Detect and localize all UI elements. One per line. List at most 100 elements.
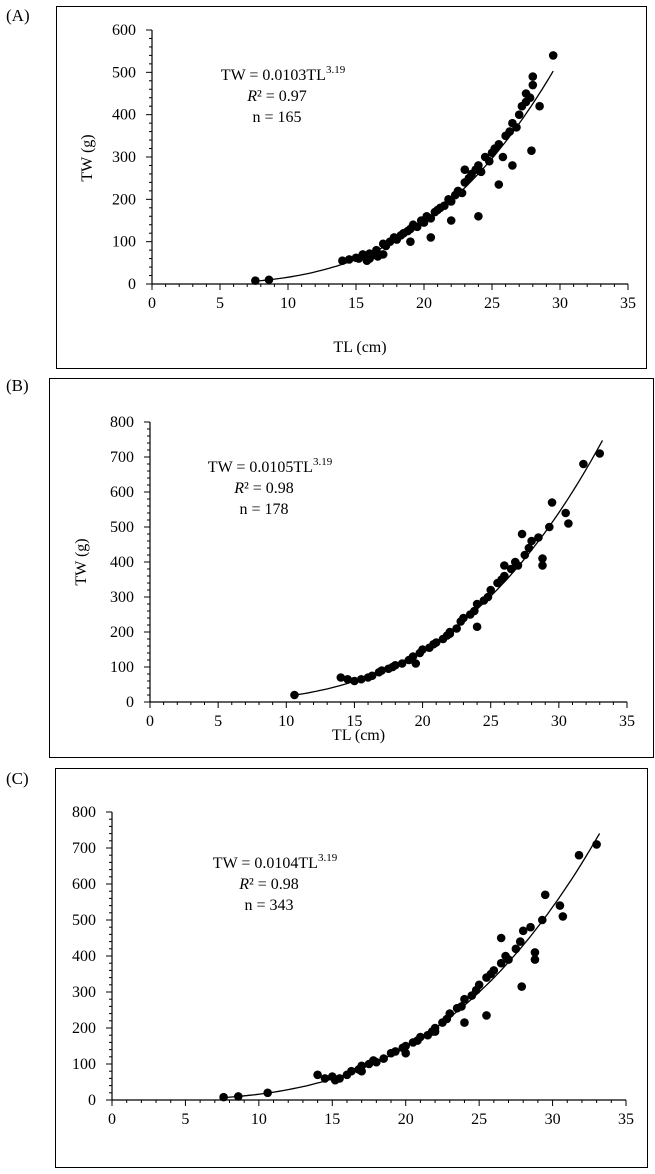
- data-point: [411, 659, 421, 668]
- data-point: [504, 955, 513, 964]
- sample-size-label: n = 343: [244, 897, 293, 914]
- data-point: [538, 561, 547, 570]
- data-point: [343, 674, 352, 684]
- x-tick-label: 25: [471, 1111, 487, 1128]
- data-point: [460, 1018, 469, 1027]
- r2-symbol: R: [246, 88, 257, 105]
- data-point: [494, 140, 504, 149]
- x-tick-label: 15: [324, 1111, 340, 1128]
- data-point: [500, 561, 509, 570]
- y-tick-label: 600: [110, 484, 134, 501]
- x-tick-label: 0: [146, 713, 154, 730]
- y-tick-label: 300: [112, 149, 136, 166]
- x-tick-label: 20: [415, 713, 431, 730]
- data-point: [446, 216, 456, 225]
- y-tick-label: 700: [110, 449, 134, 466]
- chart-panel-a: 0 5 10 15 20 25 30 35 0 100 200 300 400 500 600 TL (cm)…: [79, 22, 636, 356]
- data-point: [538, 554, 547, 563]
- data-point: [378, 250, 388, 259]
- data-point: [540, 890, 550, 900]
- data-point: [564, 519, 573, 528]
- y-tick-label: 100: [112, 234, 136, 251]
- x-tick-label: 15: [346, 713, 362, 730]
- y-tick-label: 100: [110, 659, 134, 676]
- y-axis-title: TW (g): [79, 134, 96, 181]
- x-tick-label: 30: [545, 1111, 561, 1128]
- sample-size-label: n = 165: [252, 109, 301, 126]
- x-tick-label: 5: [214, 713, 222, 730]
- y-tick-label: 300: [110, 589, 134, 606]
- data-point: [595, 449, 605, 458]
- panel-label-c: (C): [6, 769, 29, 788]
- x-tick-label: 20: [416, 295, 432, 312]
- data-point: [482, 1011, 491, 1020]
- panel-label-b: (B): [6, 376, 29, 395]
- fit-curve: [253, 70, 554, 282]
- fit-curve: [293, 440, 604, 696]
- y-tick-label: 0: [128, 276, 136, 293]
- data-point: [472, 599, 482, 609]
- equation-exponent: 3.19: [313, 456, 333, 468]
- data-point: [426, 233, 436, 242]
- data-point: [496, 933, 506, 943]
- equation-label: TW = 0.0104TL3.19: [213, 852, 338, 872]
- y-tick-label: 600: [72, 876, 96, 893]
- data-point: [527, 536, 536, 546]
- data-point: [535, 101, 544, 111]
- chart-panel-b: 0 5 10 15 20 25 30 35 0 100 200 300 400 500 600 700 800 T…: [73, 414, 635, 744]
- equation-text: TW = 0.0103TL: [221, 67, 326, 84]
- r2-symbol: R: [233, 480, 244, 497]
- x-tick-label: 25: [483, 713, 499, 730]
- r2-label: R² = 0.98: [233, 480, 294, 497]
- data-point: [547, 498, 557, 507]
- data-point: [555, 901, 565, 910]
- data-point: [530, 955, 540, 964]
- data-point: [514, 110, 524, 119]
- x-tick-label: 35: [620, 295, 636, 312]
- r2-value: ² = 0.98: [244, 480, 294, 497]
- r2-value: ² = 0.97: [257, 88, 307, 105]
- y-tick-label: 300: [72, 984, 96, 1001]
- chart-frame-a: [56, 6, 647, 369]
- data-point: [496, 958, 506, 968]
- equation-label: TW = 0.0103TL3.19: [221, 64, 346, 84]
- data-point: [508, 161, 517, 170]
- data-point: [406, 237, 415, 246]
- y-tick-label: 500: [72, 912, 96, 929]
- x-tick-label: 10: [278, 713, 294, 730]
- r2-label: R² = 0.97: [246, 88, 307, 105]
- data-point: [459, 613, 468, 623]
- data-point: [452, 624, 461, 633]
- y-tick-label: 600: [112, 22, 136, 39]
- y-tick-label: 200: [110, 624, 134, 641]
- data-point: [511, 944, 521, 954]
- panel-label-a: (A): [6, 6, 30, 25]
- x-tick-label: 30: [552, 295, 568, 312]
- y-tick-label: 500: [110, 519, 134, 536]
- data-point: [517, 529, 527, 539]
- data-point: [498, 152, 508, 162]
- fit-curve: [222, 833, 601, 1099]
- chart-frame-c: [55, 768, 648, 1168]
- data-point: [460, 994, 469, 1004]
- data-point: [517, 982, 527, 991]
- data-point: [401, 1048, 411, 1058]
- data-point: [528, 72, 538, 81]
- y-tick-label: 400: [112, 107, 136, 124]
- equation-exponent: 3.19: [326, 64, 346, 76]
- data-point: [358, 250, 368, 259]
- x-axis-title: TL (cm): [333, 339, 386, 356]
- y-tick-label: 400: [110, 554, 134, 571]
- x-tick-label: 20: [398, 1111, 414, 1128]
- x-tick-label: 30: [551, 713, 567, 730]
- r2-symbol: R: [238, 876, 249, 893]
- data-point: [483, 592, 493, 602]
- chart-panel-c: 0 5 10 15 20 25 30 35 0 100 200 300 400 500 600 700 800 T…: [72, 804, 634, 1128]
- x-tick-label: 10: [251, 1111, 267, 1128]
- x-tick-label: 10: [280, 295, 296, 312]
- data-point: [528, 80, 538, 90]
- data-point: [500, 571, 509, 581]
- x-tick-label: 5: [216, 295, 224, 312]
- data-point: [313, 1070, 322, 1080]
